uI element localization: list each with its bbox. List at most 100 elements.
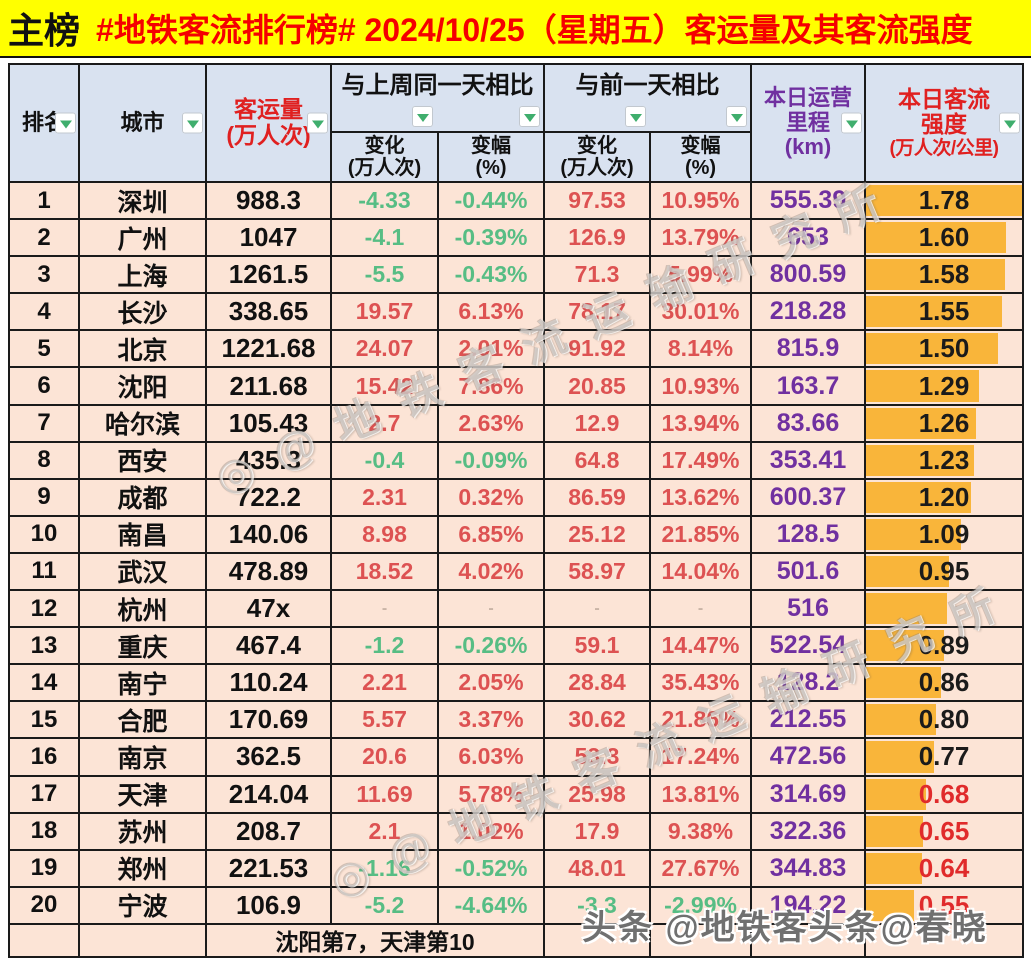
filter-dropdown-icon[interactable]	[726, 106, 747, 127]
city-cell: 沈阳	[80, 368, 205, 404]
intensity-cell: 0.89	[866, 628, 1022, 664]
intensity-cell: 0.55	[866, 887, 1022, 923]
wow-pct-cell: -0.39%	[439, 220, 543, 256]
header-wow-change-line1: 变化	[364, 134, 405, 157]
filter-dropdown-icon[interactable]	[999, 112, 1020, 134]
header-group-wow-label: 与上周同一天相比	[341, 72, 534, 99]
wow-pct-cell: 6.13%	[439, 294, 543, 330]
dod-change-cell: 12.9	[545, 405, 649, 441]
intensity-bar	[866, 593, 948, 625]
dod-pct-cell: 27.67%	[651, 850, 750, 886]
intensity-cell: 1.60	[866, 220, 1022, 256]
intensity-cell: 1.09	[866, 516, 1022, 552]
dod-pct-cell: -	[651, 591, 750, 627]
footer-empty-cell	[545, 924, 649, 956]
dod-change-cell: -3.3	[545, 887, 649, 923]
intensity-bar	[866, 815, 923, 847]
dod-pct-cell: 10.93%	[651, 368, 750, 404]
chevron-down-icon	[629, 113, 642, 122]
filter-dropdown-icon[interactable]	[841, 112, 862, 134]
header-rank: 排名	[10, 65, 78, 181]
wow-change-cell: 15.42	[332, 368, 437, 404]
city-cell: 郑州	[80, 850, 205, 886]
dod-change-cell: 20.85	[545, 368, 649, 404]
mileage-cell: 653	[752, 220, 864, 256]
filter-dropdown-icon[interactable]	[412, 106, 433, 127]
header-intensity-line3: (万人次/公里)	[889, 138, 999, 160]
intensity-value: 1.20	[918, 481, 970, 512]
city-cell: 广州	[80, 220, 205, 256]
rank-cell: 5	[10, 331, 78, 367]
rank-cell: 1	[10, 183, 78, 219]
filter-dropdown-icon[interactable]	[55, 112, 76, 134]
wow-pct-cell: 1.02%	[439, 813, 543, 849]
filter-dropdown-icon[interactable]	[307, 112, 328, 134]
city-cell: 长沙	[80, 294, 205, 330]
chevron-down-icon	[186, 120, 199, 128]
header-group-dod-label: 与前一天相比	[575, 72, 720, 99]
dod-pct-cell: 21.86%	[651, 702, 750, 738]
wow-change-cell: 24.07	[332, 331, 437, 367]
dod-pct-cell: 10.95%	[651, 183, 750, 219]
wow-pct-cell: -	[439, 591, 543, 627]
header-dod-change: 变化 (万人次)	[545, 133, 649, 181]
intensity-value: 0.64	[918, 852, 970, 883]
city-cell: 上海	[80, 257, 205, 293]
wow-pct-cell: 2.63%	[439, 405, 543, 441]
header-mileage-line1: 本日运营	[763, 85, 852, 111]
intensity-value: 0.77	[918, 741, 970, 772]
filter-dropdown-icon[interactable]	[182, 112, 203, 134]
wow-pct-cell: 3.37%	[439, 702, 543, 738]
volume-cell: 1221.68	[207, 331, 330, 367]
city-cell: 成都	[80, 479, 205, 515]
wow-change-cell: -5.2	[332, 887, 437, 923]
rank-cell: 7	[10, 405, 78, 441]
dod-pct-cell: 30.01%	[651, 294, 750, 330]
intensity-cell: 0.95	[866, 553, 1022, 590]
mileage-cell: 218.28	[752, 294, 864, 330]
footer-empty-cell	[651, 924, 750, 956]
intensity-bar	[866, 852, 923, 884]
volume-cell: 106.9	[207, 887, 330, 923]
wow-change-cell: 19.57	[332, 294, 437, 330]
filter-dropdown-icon[interactable]	[625, 106, 646, 127]
volume-cell: 208.7	[207, 813, 330, 849]
rank-cell: 20	[10, 887, 78, 923]
wow-change-cell: 20.6	[332, 739, 437, 775]
wow-change-cell: 8.98	[332, 516, 437, 552]
wow-change-cell: -1.2	[332, 628, 437, 664]
mileage-cell: 472.56	[752, 739, 864, 775]
dod-pct-cell: 14.04%	[651, 553, 750, 590]
wow-pct-cell: -0.43%	[439, 257, 543, 293]
intensity-cell: 0.68	[866, 776, 1022, 812]
dod-pct-cell: 13.79%	[651, 220, 750, 256]
wow-pct-cell: 5.78%	[439, 776, 543, 812]
rank-cell: 14	[10, 665, 78, 701]
filter-dropdown-icon[interactable]	[519, 106, 540, 127]
volume-cell: 1047	[207, 220, 330, 256]
wow-change-cell: -5.5	[332, 257, 437, 293]
intensity-value: 1.58	[918, 259, 970, 290]
wow-change-cell: -4.1	[332, 220, 437, 256]
dod-change-cell: 86.59	[545, 479, 649, 515]
city-cell: 南昌	[80, 516, 205, 552]
dod-change-cell: -	[545, 591, 649, 627]
header-intensity-line2: 强度	[921, 111, 967, 138]
mileage-cell: 516	[752, 591, 864, 627]
header-mileage-line3: (km)	[784, 134, 832, 160]
intensity-bar	[866, 370, 980, 402]
wow-pct-cell: 7.86%	[439, 368, 543, 404]
city-cell: 哈尔滨	[80, 405, 205, 441]
header-city: 城市	[80, 65, 205, 181]
intensity-value: 1.26	[918, 407, 970, 438]
dod-change-cell: 71.3	[545, 257, 649, 293]
dod-pct-cell: -2.99%	[651, 887, 750, 923]
city-cell: 南京	[80, 739, 205, 775]
intensity-value: 1.09	[918, 518, 970, 549]
wow-pct-cell: -4.64%	[439, 887, 543, 923]
city-cell: 北京	[80, 331, 205, 367]
mileage-cell: 600.37	[752, 479, 864, 515]
dod-pct-cell: 17.49%	[651, 442, 750, 478]
footer-empty-city	[80, 924, 205, 956]
city-cell: 重庆	[80, 628, 205, 664]
